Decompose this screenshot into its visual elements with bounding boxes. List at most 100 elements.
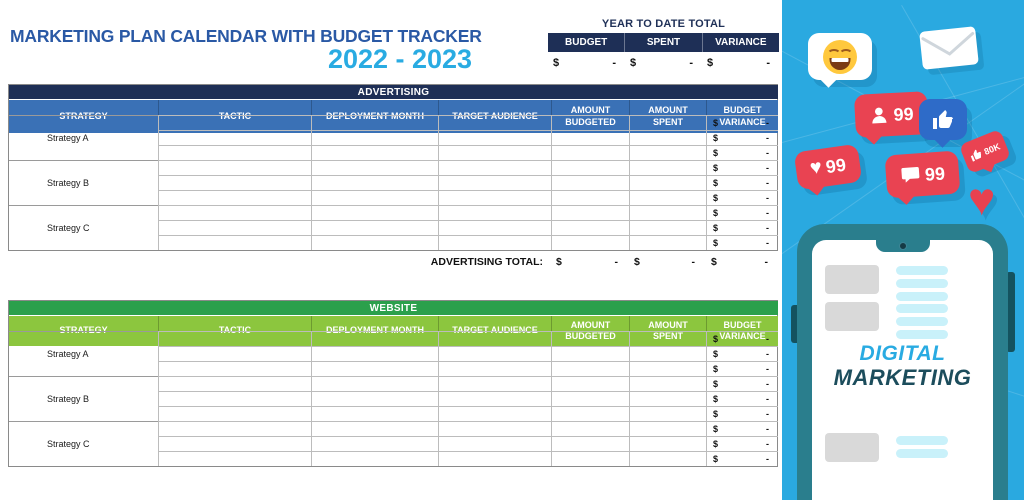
cell-spent[interactable] — [629, 346, 706, 361]
cell-spent[interactable] — [629, 376, 706, 391]
cell-budgeted[interactable] — [551, 421, 629, 436]
cell-budgeted[interactable] — [551, 406, 629, 421]
cell-strategy[interactable]: Strategy A — [9, 115, 158, 160]
cell-variance[interactable]: $ - — [706, 235, 778, 250]
cell-audience[interactable] — [438, 361, 551, 376]
cell-audience[interactable] — [438, 391, 551, 406]
cell-variance[interactable]: $ - — [706, 421, 778, 436]
cell-budgeted[interactable] — [551, 145, 629, 160]
cell-spent[interactable] — [629, 145, 706, 160]
cell-tactic[interactable] — [158, 235, 311, 250]
cell-audience[interactable] — [438, 406, 551, 421]
cell-budgeted[interactable] — [551, 451, 629, 466]
cell-budgeted[interactable] — [551, 376, 629, 391]
cell-tactic[interactable] — [158, 361, 311, 376]
cell-variance[interactable]: $ - — [706, 451, 778, 466]
cell-spent[interactable] — [629, 115, 706, 130]
cell-variance[interactable]: $ - — [706, 130, 778, 145]
cell-budgeted[interactable] — [551, 331, 629, 346]
cell-tactic[interactable] — [158, 331, 311, 346]
cell-tactic[interactable] — [158, 190, 311, 205]
cell-spent[interactable] — [629, 331, 706, 346]
cell-tactic[interactable] — [158, 346, 311, 361]
cell-budgeted[interactable] — [551, 361, 629, 376]
cell-variance[interactable]: $ - — [706, 160, 778, 175]
cell-tactic[interactable] — [158, 220, 311, 235]
cell-spent[interactable] — [629, 160, 706, 175]
cell-month[interactable] — [311, 391, 438, 406]
cell-tactic[interactable] — [158, 145, 311, 160]
cell-audience[interactable] — [438, 160, 551, 175]
cell-strategy[interactable]: Strategy B — [9, 376, 158, 421]
cell-tactic[interactable] — [158, 421, 311, 436]
cell-spent[interactable] — [629, 436, 706, 451]
cell-audience[interactable] — [438, 130, 551, 145]
cell-month[interactable] — [311, 145, 438, 160]
cell-month[interactable] — [311, 346, 438, 361]
cell-variance[interactable]: $ - — [706, 391, 778, 406]
cell-audience[interactable] — [438, 421, 551, 436]
cell-month[interactable] — [311, 130, 438, 145]
cell-variance[interactable]: $ - — [706, 406, 778, 421]
cell-audience[interactable] — [438, 190, 551, 205]
cell-budgeted[interactable] — [551, 436, 629, 451]
cell-tactic[interactable] — [158, 205, 311, 220]
ytd-variance-value[interactable]: $ - — [702, 57, 779, 69]
cell-audience[interactable] — [438, 376, 551, 391]
cell-spent[interactable] — [629, 361, 706, 376]
cell-tactic[interactable] — [158, 160, 311, 175]
cell-audience[interactable] — [438, 235, 551, 250]
cell-spent[interactable] — [629, 190, 706, 205]
cell-audience[interactable] — [438, 346, 551, 361]
cell-month[interactable] — [311, 436, 438, 451]
total-variance-value[interactable]: $ - — [704, 256, 777, 268]
cell-variance[interactable]: $ - — [706, 205, 778, 220]
cell-tactic[interactable] — [158, 451, 311, 466]
cell-budgeted[interactable] — [551, 205, 629, 220]
cell-spent[interactable] — [629, 130, 706, 145]
cell-variance[interactable]: $ - — [706, 346, 778, 361]
cell-audience[interactable] — [438, 145, 551, 160]
cell-variance[interactable]: $ - — [706, 220, 778, 235]
cell-audience[interactable] — [438, 220, 551, 235]
cell-tactic[interactable] — [158, 130, 311, 145]
total-spent-value[interactable]: $ - — [627, 256, 704, 268]
cell-audience[interactable] — [438, 451, 551, 466]
cell-budgeted[interactable] — [551, 130, 629, 145]
total-budgeted-value[interactable]: $ - — [549, 256, 627, 268]
cell-budgeted[interactable] — [551, 220, 629, 235]
cell-month[interactable] — [311, 361, 438, 376]
cell-variance[interactable]: $ - — [706, 145, 778, 160]
cell-audience[interactable] — [438, 175, 551, 190]
cell-tactic[interactable] — [158, 376, 311, 391]
cell-spent[interactable] — [629, 406, 706, 421]
cell-spent[interactable] — [629, 421, 706, 436]
cell-audience[interactable] — [438, 115, 551, 130]
cell-budgeted[interactable] — [551, 190, 629, 205]
cell-spent[interactable] — [629, 391, 706, 406]
cell-audience[interactable] — [438, 205, 551, 220]
cell-month[interactable] — [311, 190, 438, 205]
cell-budgeted[interactable] — [551, 160, 629, 175]
cell-tactic[interactable] — [158, 391, 311, 406]
cell-month[interactable] — [311, 160, 438, 175]
cell-spent[interactable] — [629, 175, 706, 190]
cell-variance[interactable]: $ - — [706, 376, 778, 391]
cell-budgeted[interactable] — [551, 391, 629, 406]
cell-month[interactable] — [311, 406, 438, 421]
ytd-spent-value[interactable]: $ - — [625, 57, 702, 69]
cell-strategy[interactable]: Strategy B — [9, 160, 158, 205]
cell-spent[interactable] — [629, 235, 706, 250]
cell-audience[interactable] — [438, 331, 551, 346]
cell-month[interactable] — [311, 376, 438, 391]
cell-month[interactable] — [311, 115, 438, 130]
cell-variance[interactable]: $ - — [706, 331, 778, 346]
cell-month[interactable] — [311, 421, 438, 436]
cell-strategy[interactable]: Strategy C — [9, 421, 158, 466]
cell-spent[interactable] — [629, 220, 706, 235]
cell-variance[interactable]: $ - — [706, 361, 778, 376]
cell-tactic[interactable] — [158, 115, 311, 130]
cell-month[interactable] — [311, 451, 438, 466]
cell-variance[interactable]: $ - — [706, 115, 778, 130]
cell-month[interactable] — [311, 220, 438, 235]
